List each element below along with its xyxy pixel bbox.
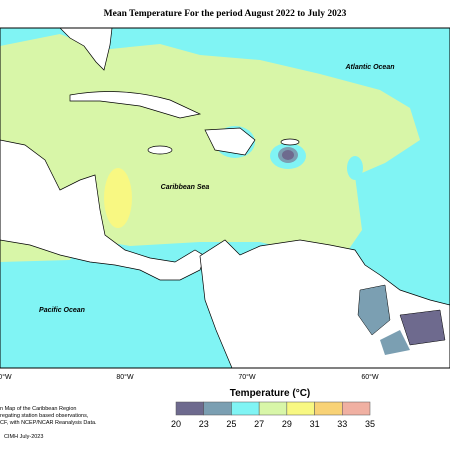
legend-box (342, 401, 371, 416)
title: Mean Temperature For the period August 2… (104, 9, 347, 19)
cool-land (380, 330, 410, 355)
longitude-label: 70°W (238, 373, 256, 381)
florida (59, 28, 113, 71)
legend-title: Temperature (°C) (230, 388, 311, 399)
legend-tick-label: 27 (254, 419, 264, 429)
warm-patch (104, 168, 132, 228)
hispaniola (204, 127, 256, 156)
note: CIMH July-2023 (4, 434, 43, 440)
note: n Map of the Caribbean Region (0, 406, 76, 412)
legend: 20 23 25 27 29 31 33 35 (171, 401, 375, 429)
legend-tick-label: 35 (365, 419, 375, 429)
south-america (199, 239, 450, 368)
puerto-rico (280, 138, 300, 146)
legend-tick-label: 29 (282, 419, 292, 429)
ocean-label: Caribbean Sea (161, 184, 210, 191)
longitude-label: 90°W (0, 373, 12, 381)
cuba (69, 91, 202, 119)
cool-land (357, 284, 391, 336)
longitude-label: 80°W (116, 373, 134, 381)
legend-tick-label: 23 (199, 419, 209, 429)
legend-tick-label: 20 (171, 419, 181, 429)
longitude-label: 60°W (361, 373, 379, 381)
legend-box (203, 401, 232, 416)
legend-tick-label: 25 (226, 419, 236, 429)
legend-box (231, 401, 260, 416)
legend-tick-label: 33 (337, 419, 347, 429)
note: CF, with NCEP/NCAR Reanalysis Data. (0, 420, 97, 426)
cool-patch (282, 150, 294, 160)
legend-box (286, 401, 315, 416)
ocean-label: Pacific Ocean (39, 307, 85, 314)
central-america (0, 139, 206, 281)
map-frame (0, 27, 450, 369)
jamaica (147, 145, 173, 155)
legend-box (175, 401, 204, 416)
map: Atlantic Ocean Caribbean Sea Pacific Oce… (0, 28, 450, 368)
legend-box (314, 401, 343, 416)
ocean-label: Atlantic Ocean (344, 64, 394, 71)
cool-land (399, 309, 446, 346)
legend-box (258, 401, 288, 416)
cool-patch (347, 156, 363, 180)
note: regating station based observations, (0, 413, 89, 419)
legend-tick-label: 31 (310, 419, 320, 429)
